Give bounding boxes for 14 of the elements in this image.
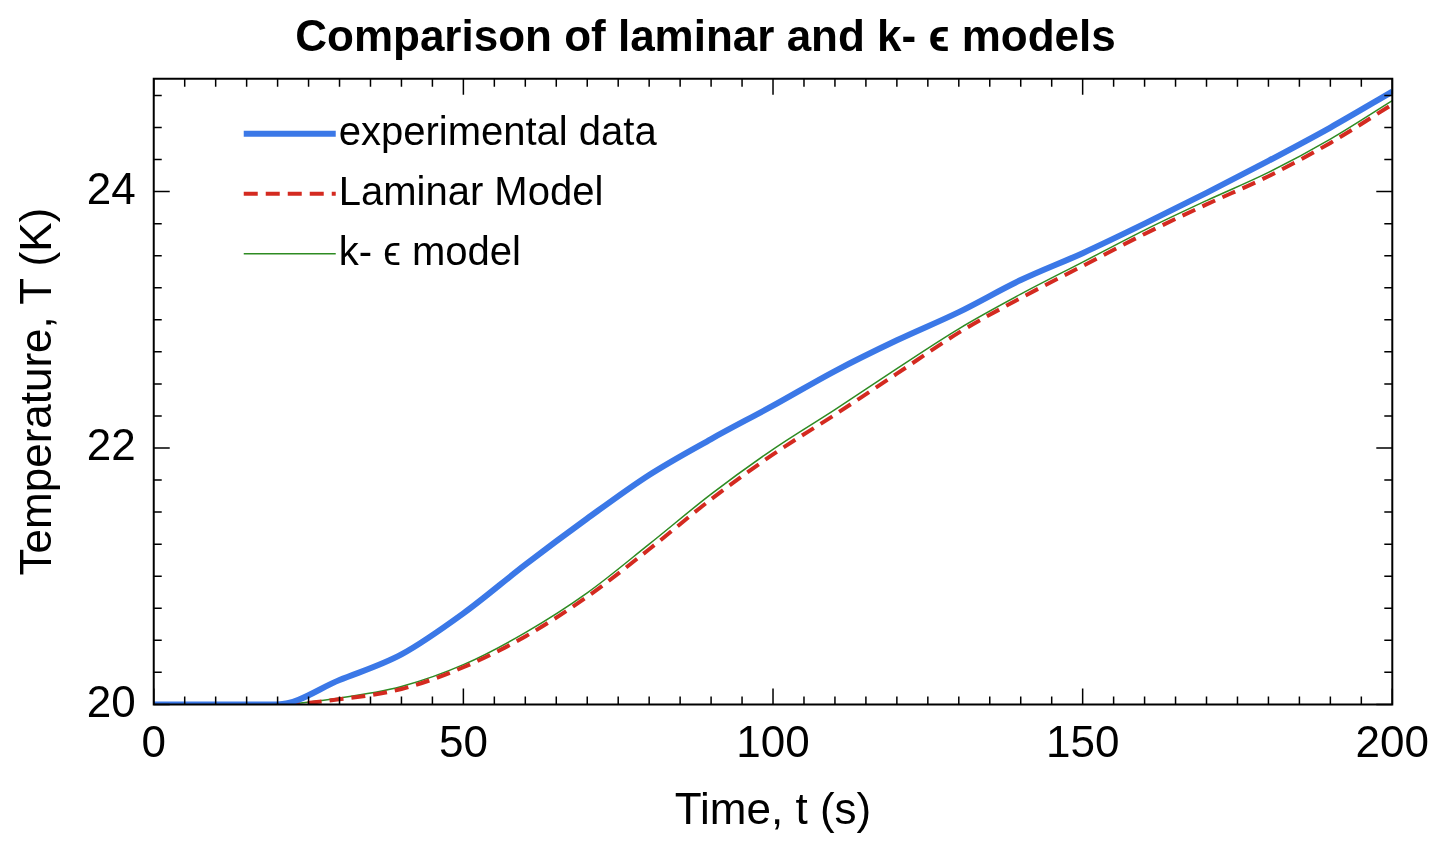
legend-label: experimental data bbox=[338, 108, 658, 153]
y-tick-label: 22 bbox=[86, 420, 136, 470]
x-tick-label: 100 bbox=[736, 716, 810, 766]
legend-label: Laminar Model bbox=[338, 168, 604, 213]
chart-title: Comparison of laminar and k- ϵ models bbox=[295, 10, 1116, 60]
y-axis-title: Temperature, T (K) bbox=[10, 207, 60, 576]
legend-label: k- ϵ model bbox=[338, 228, 521, 273]
x-tick-label: 50 bbox=[438, 716, 488, 766]
y-tick-label: 20 bbox=[86, 676, 136, 726]
x-axis-title: Time, t (s) bbox=[674, 783, 872, 833]
x-tick-label: 200 bbox=[1355, 716, 1429, 766]
y-tick-label: 24 bbox=[86, 163, 136, 213]
x-tick-label: 0 bbox=[141, 716, 166, 766]
x-tick-label: 150 bbox=[1045, 716, 1120, 766]
